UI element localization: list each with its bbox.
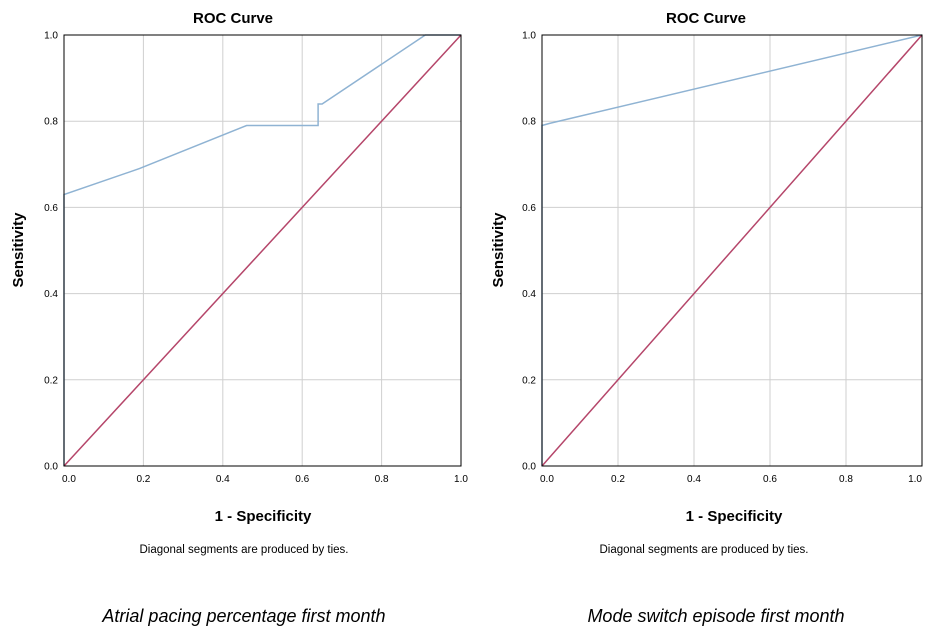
ties-footnote: Diagonal segments are produced by ties. — [599, 544, 808, 556]
x-tick-label: 0.4 — [687, 474, 701, 485]
roc-panel-atrial-pacing: ROC Curve 0.0 0.2 0.4 0.6 0.8 1.0 0.0 0.2 0.4 0.6… — [10, 10, 468, 626]
panel-caption: Atrial pacing percentage first month — [101, 606, 385, 626]
panel-caption: Mode switch episode first month — [587, 606, 844, 626]
x-tick-label: 0.4 — [216, 474, 230, 485]
y-tick-label: 0.4 — [522, 289, 536, 300]
y-axis-label: Sensitivity — [490, 212, 507, 288]
reference-diagonal-line — [63, 34, 462, 467]
x-tick-label: 0.2 — [136, 474, 150, 485]
y-axis-label: Sensitivity — [10, 212, 27, 288]
x-axis-label: 1 - Specificity — [686, 508, 783, 525]
x-tick-label: 0.8 — [375, 474, 389, 485]
x-tick-label: 0.6 — [295, 474, 309, 485]
series — [63, 34, 462, 467]
y-tick-label: 0.2 — [522, 375, 536, 386]
y-tick-label: 0.2 — [44, 375, 58, 386]
x-tick-label: 0.6 — [763, 474, 777, 485]
y-tick-label: 1.0 — [44, 31, 58, 42]
x-axis-label: 1 - Specificity — [215, 508, 312, 525]
chart-title: ROC Curve — [666, 10, 746, 27]
y-tick-label: 0.8 — [522, 117, 536, 128]
y-tick-label: 0.6 — [522, 203, 536, 214]
x-tick-label: 0.8 — [839, 474, 853, 485]
y-tick-label: 0.4 — [44, 289, 58, 300]
reference-diagonal-line — [541, 34, 923, 467]
y-tick-label: 1.0 — [522, 31, 536, 42]
roc-panel-mode-switch: ROC Curve 0.0 0.2 0.4 0.6 0.8 1.0 0.0 0.2 0.4 0.6… — [490, 10, 923, 626]
y-tick-label: 0.0 — [522, 462, 536, 473]
y-tick-label: 0.0 — [44, 462, 58, 473]
x-tick-label: 0.0 — [540, 474, 554, 485]
plot-frame — [541, 34, 923, 467]
plot-frame — [63, 34, 462, 467]
tick-labels: 0.0 0.2 0.4 0.6 0.8 1.0 0.0 0.2 0.4 0.6 0.8 1.0 — [44, 31, 468, 486]
y-tick-label: 0.8 — [44, 117, 58, 128]
chart-title: ROC Curve — [193, 10, 273, 27]
series — [541, 34, 923, 467]
x-tick-label: 0.0 — [62, 474, 76, 485]
roc-curve-line — [63, 34, 461, 466]
tick-labels: 0.0 0.2 0.4 0.6 0.8 1.0 0.0 0.2 0.4 0.6 0.8 1.0 — [522, 31, 922, 486]
x-tick-label: 1.0 — [908, 474, 922, 485]
x-tick-label: 0.2 — [611, 474, 625, 485]
ties-footnote: Diagonal segments are produced by ties. — [139, 544, 348, 556]
x-tick-label: 1.0 — [454, 474, 468, 485]
y-tick-label: 0.6 — [44, 203, 58, 214]
